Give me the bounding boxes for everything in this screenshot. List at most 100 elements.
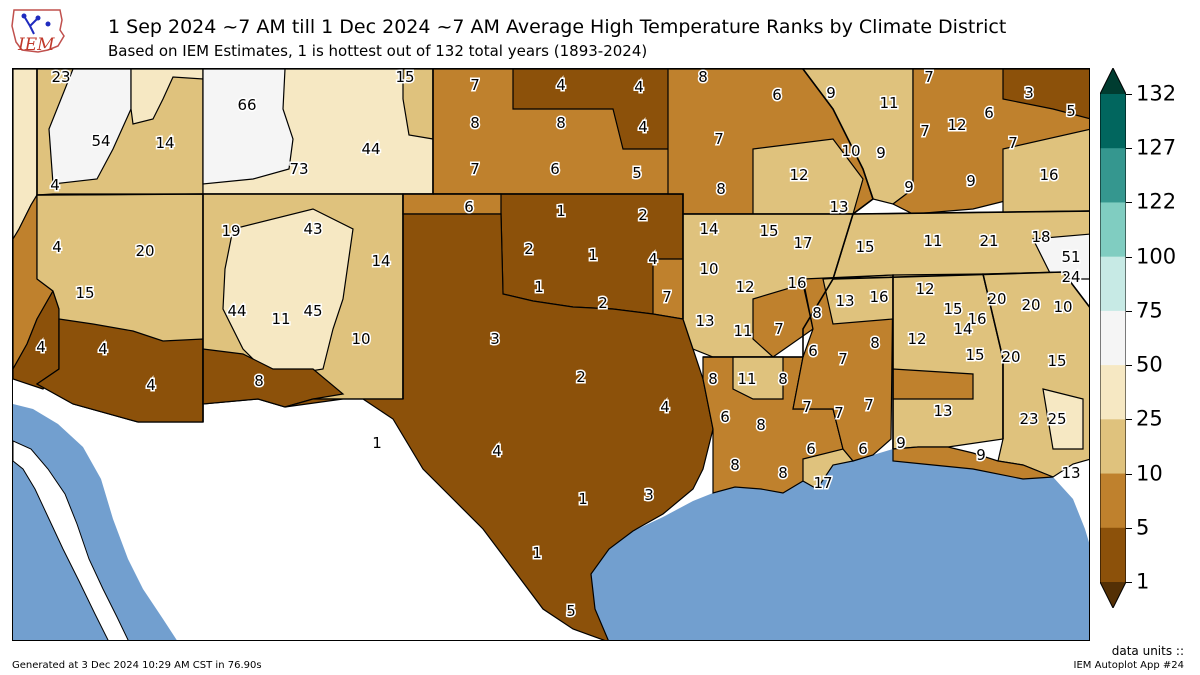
district-rank-label: 6 — [720, 408, 730, 426]
district-rank-label: 2 — [638, 206, 648, 224]
colorbar-tick-label: 25 — [1136, 406, 1163, 431]
district-rank-label: 11 — [271, 310, 290, 328]
district-rank-label: 7 — [1008, 134, 1018, 152]
district-rank-label: 13 — [695, 312, 714, 330]
district-rank-label: 4 — [638, 118, 648, 136]
district-rank-label: 73 — [289, 160, 308, 178]
colorbar-segment — [1100, 365, 1126, 420]
district-rank-label: 10 — [351, 330, 370, 348]
colorbar-segment — [1100, 256, 1126, 312]
district-rank-label: 13 — [835, 292, 854, 310]
district-rank-label: 7 — [834, 404, 844, 422]
district-rank-label: 15 — [75, 284, 94, 302]
colorbar-tick-mark — [1126, 148, 1132, 150]
district-rank-label: 1 — [578, 490, 588, 508]
colorbar-tick-mark — [1126, 256, 1132, 258]
district-rank-label: 8 — [716, 180, 726, 198]
kentucky-east — [1002, 128, 1089, 215]
district-rank-label: 12 — [947, 116, 966, 134]
colorbar-segment — [1100, 419, 1126, 475]
district-rank-label: 1 — [372, 434, 382, 452]
district-rank-label: 7 — [920, 122, 930, 140]
district-rank-label: 18 — [1031, 228, 1050, 246]
district-rank-label: 12 — [735, 278, 754, 296]
colorbar-tick-label: 50 — [1136, 352, 1163, 377]
colorbar-segment — [1100, 473, 1126, 529]
district-rank-label: 17 — [813, 474, 832, 492]
district-rank-label: 15 — [395, 69, 414, 86]
district-rank-label: 20 — [1001, 348, 1020, 366]
district-rank-label: 8 — [730, 456, 740, 474]
district-rank-label: 15 — [943, 300, 962, 318]
district-rank-label: 7 — [662, 288, 672, 306]
district-rank-label: 20 — [135, 242, 154, 260]
district-rank-label: 43 — [303, 220, 322, 238]
district-rank-label: 24 — [1061, 268, 1080, 286]
district-rank-label: 4 — [36, 338, 46, 356]
colorbar-tick-label: 127 — [1136, 135, 1177, 160]
district-rank-label: 7 — [470, 160, 480, 178]
colorbar-segment — [1100, 527, 1126, 583]
district-rank-label: 51 — [1061, 248, 1080, 266]
district-rank-label: 23 — [51, 69, 70, 86]
district-rank-label: 5 — [632, 164, 642, 182]
iem-logo-text: IEM — [17, 35, 55, 55]
alabama-south — [892, 368, 974, 400]
district-rank-label: 7 — [924, 69, 934, 86]
district-rank-label: 1 — [588, 246, 598, 264]
district-rank-label: 11 — [923, 232, 942, 250]
district-rank-label: 20 — [1021, 296, 1040, 314]
district-rank-label: 6 — [772, 86, 782, 104]
district-rank-label: 4 — [648, 250, 658, 268]
district-rank-label: 8 — [698, 69, 708, 86]
arkansas-southeast — [752, 283, 814, 358]
missouri-east — [752, 138, 864, 215]
district-rank-label: 44 — [227, 302, 246, 320]
state-borders — [36, 69, 1089, 449]
pacific-ocean — [13, 404, 177, 640]
kansas-central — [512, 69, 684, 150]
district-rank-label: 6 — [984, 104, 994, 122]
colorbar-tick-label: 10 — [1136, 461, 1163, 486]
district-rank-label: 2 — [576, 368, 586, 386]
district-rank-label: 8 — [254, 372, 264, 390]
colorbar-tick-mark — [1126, 419, 1132, 421]
colorbar-tick-label: 100 — [1136, 244, 1177, 269]
colorbar-segment — [1100, 94, 1126, 149]
district-rank-label: 12 — [789, 166, 808, 184]
district-rank-label: 15 — [855, 238, 874, 256]
district-rank-label: 12 — [907, 330, 926, 348]
texas — [284, 213, 714, 640]
generated-timestamp: Generated at 3 Dec 2024 10:29 AM CST in … — [12, 660, 262, 671]
district-rank-label: 4 — [634, 78, 644, 96]
florida-panhandle — [892, 446, 1054, 480]
colorbar-segment — [1100, 202, 1126, 258]
district-rank-label: 8 — [756, 416, 766, 434]
district-rank-label: 10 — [841, 142, 860, 160]
colorbar-tick-mark — [1126, 527, 1132, 529]
district-rank-label: 3 — [490, 330, 500, 348]
district-rank-label: 66 — [237, 96, 256, 114]
colorbar-tick-mark — [1126, 94, 1132, 95]
district-rank-label: 10 — [1053, 298, 1072, 316]
district-rank-label: 13 — [829, 198, 848, 216]
district-rank-label: 6 — [550, 160, 560, 178]
district-rank-label: 14 — [155, 134, 174, 152]
colorado-east — [402, 69, 434, 140]
district-rank-label: 8 — [778, 370, 788, 388]
district-rank-label: 20 — [987, 290, 1006, 308]
colorbar-tick-label: 1 — [1136, 569, 1150, 594]
baja-california — [13, 440, 129, 640]
colorbar-tick-label: 132 — [1136, 81, 1177, 106]
ohio-north — [1002, 69, 1089, 120]
district-rank-label: 4 — [52, 238, 62, 256]
colorbar-tick-mark — [1126, 473, 1132, 475]
map-panel: 23 15 7 4 4 8 6 7 3 66 54 14 8 8 4 9 11 5 44 73 7 6 5 7 12 6 4 10 9 7… — [12, 68, 1090, 641]
district-rank-label: 19 — [221, 222, 240, 240]
colorbar-tick-label: 122 — [1136, 189, 1177, 214]
district-rank-label: 8 — [778, 464, 788, 482]
colorbar-tick-mark — [1126, 202, 1132, 204]
district-rank-label: 7 — [774, 320, 784, 338]
district-rank-label: 11 — [733, 322, 752, 340]
